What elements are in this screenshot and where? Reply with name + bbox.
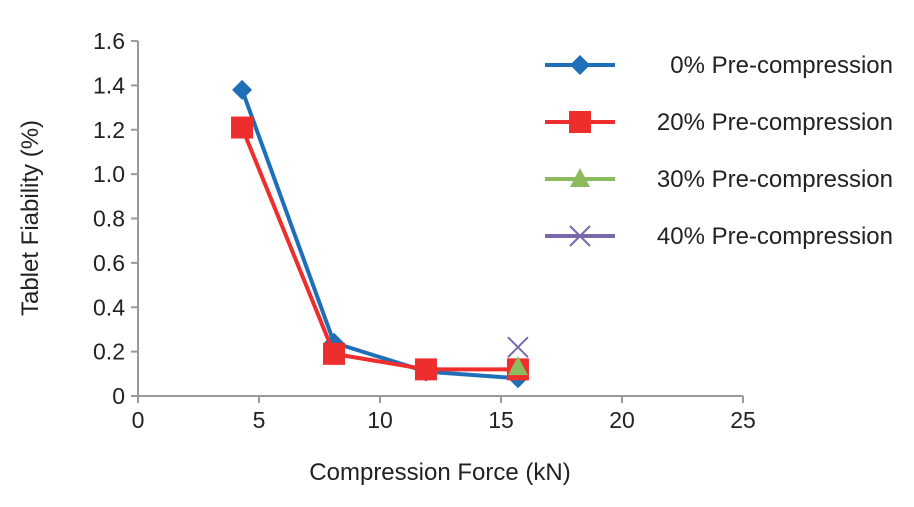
series-1 bbox=[231, 116, 529, 381]
diamond-marker bbox=[232, 79, 253, 100]
legend-label: 0% Pre-compression bbox=[670, 52, 893, 79]
legend-label: 30% Pre-compression bbox=[657, 166, 893, 193]
series-2 bbox=[507, 356, 528, 376]
x-marker-stroke bbox=[507, 336, 529, 358]
x-tick-label: 0 bbox=[132, 407, 145, 433]
y-tick-label: 1.4 bbox=[93, 72, 125, 98]
x-marker-stroke bbox=[569, 225, 591, 247]
legend-label: 40% Pre-compression bbox=[657, 223, 893, 250]
square-marker bbox=[231, 116, 254, 139]
y-tick-label: 0 bbox=[112, 383, 125, 409]
legend-item: 30% Pre-compression bbox=[545, 166, 893, 193]
y-tick-label: 0.2 bbox=[93, 339, 125, 365]
x-tick-label: 25 bbox=[730, 407, 756, 433]
x-tick-label: 15 bbox=[488, 407, 514, 433]
y-tick-label: 0.4 bbox=[93, 294, 125, 320]
series-line bbox=[240, 89, 519, 381]
series-0 bbox=[232, 79, 528, 389]
y-tick-label: 1.0 bbox=[93, 161, 125, 187]
x-tick-label: 10 bbox=[367, 407, 393, 433]
legend: 0% Pre-compression 20% Pre-compression 30%… bbox=[545, 52, 893, 250]
y-tick-label: 0.8 bbox=[93, 206, 125, 232]
x-marker bbox=[507, 336, 529, 358]
x-tick-label: 5 bbox=[253, 407, 266, 433]
x-marker bbox=[569, 225, 591, 247]
legend-item: 20% Pre-compression bbox=[545, 109, 893, 136]
diamond-marker bbox=[570, 55, 590, 75]
y-axis-label: Tablet Fiability (%) bbox=[17, 120, 44, 316]
y-tick-label: 1.6 bbox=[93, 28, 125, 54]
legend-item: 40% Pre-compression bbox=[545, 223, 893, 250]
y-tick-label: 1.2 bbox=[93, 117, 125, 143]
square-marker bbox=[414, 358, 437, 381]
x-tick-label: 20 bbox=[609, 407, 635, 433]
series-3 bbox=[507, 336, 529, 358]
legend-item: 0% Pre-compression bbox=[545, 52, 893, 79]
legend-label: 20% Pre-compression bbox=[657, 109, 893, 136]
series-line bbox=[240, 126, 518, 372]
y-tick-label: 0.6 bbox=[93, 250, 125, 276]
triangle-marker bbox=[570, 168, 590, 187]
triangle-marker bbox=[507, 356, 528, 376]
square-marker bbox=[323, 342, 346, 365]
x-axis-label: Compression Force (kN) bbox=[309, 459, 570, 486]
square-marker bbox=[569, 111, 591, 133]
